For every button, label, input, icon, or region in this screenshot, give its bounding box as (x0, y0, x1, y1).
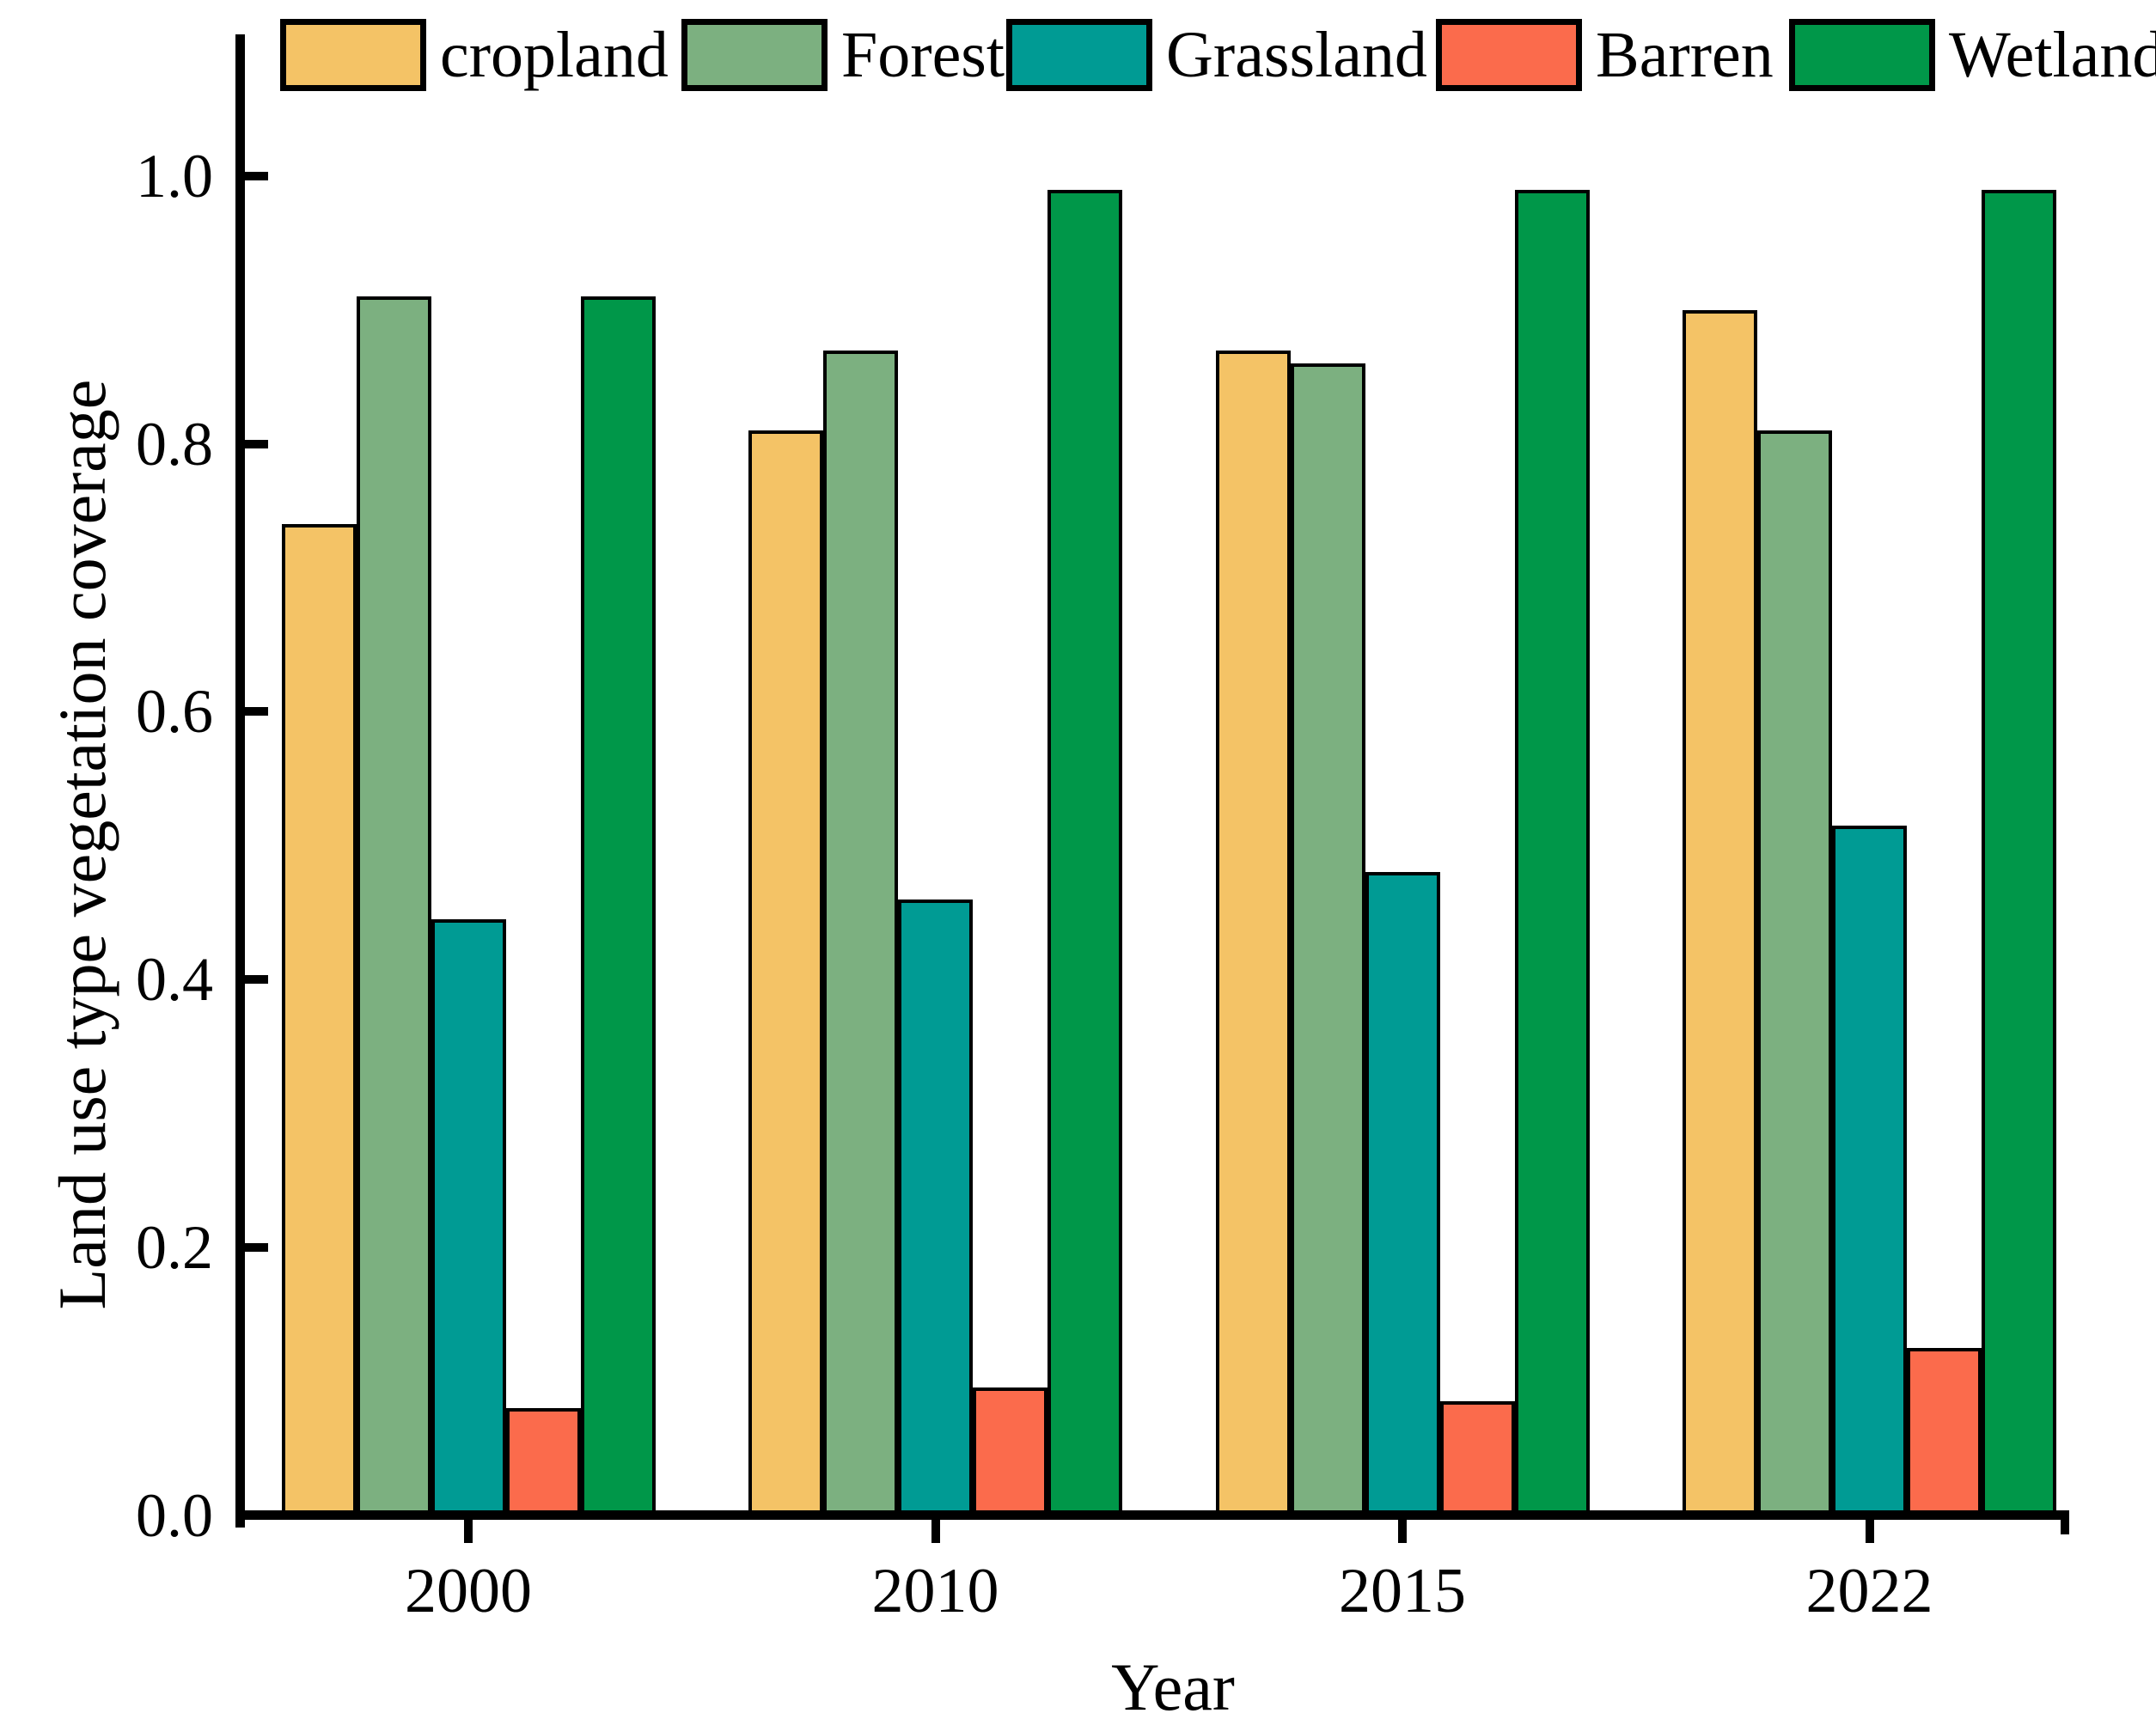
x-tick-label-2015: 2015 (1339, 1556, 1466, 1626)
y-tick-1.0 (245, 172, 268, 180)
bar-grassland-2015 (1365, 872, 1440, 1514)
legend-swatch-cropland (280, 19, 426, 91)
legend-swatch-barren (1436, 19, 1582, 91)
y-tick-0.2 (245, 1242, 268, 1252)
bar-forest-2010 (823, 350, 898, 1514)
y-tick-0.4 (245, 975, 268, 985)
y-axis-title: Land use type vegetation coverage (45, 379, 119, 1310)
y-tick-0.6 (245, 707, 268, 717)
legend-item-barren: Barren (1436, 19, 1774, 91)
x-tick-label-2000: 2000 (405, 1556, 532, 1626)
bar-wetland-2022 (1982, 189, 2056, 1514)
legend-label-cropland: cropland (440, 19, 669, 91)
legend-label-forest: Forest (841, 19, 1005, 91)
legend-label-grassland: Grassland (1166, 19, 1427, 91)
bar-wetland-2000 (580, 296, 656, 1514)
bar-barren-2000 (505, 1407, 581, 1514)
bar-barren-2015 (1439, 1401, 1515, 1514)
x-tick-2015 (1398, 1520, 1407, 1543)
y-tick-label-0.0: 0.0 (136, 1480, 213, 1550)
bar-cropland-2015 (1215, 350, 1291, 1514)
x-tick-2010 (931, 1520, 940, 1543)
bar-forest-2000 (356, 296, 431, 1514)
x-tick-label-2022: 2022 (1805, 1556, 1933, 1626)
bar-grassland-2010 (898, 899, 973, 1514)
y-tick-label-0.4: 0.4 (136, 945, 213, 1015)
y-tick-label-0.6: 0.6 (136, 677, 213, 747)
y-tick-0.0 (245, 1510, 268, 1520)
legend-swatch-forest (681, 19, 828, 91)
bar-cropland-2010 (748, 430, 823, 1514)
y-tick-label-0.2: 0.2 (136, 1212, 213, 1282)
y-tick-label-0.8: 0.8 (136, 409, 213, 479)
y-tick-0.8 (245, 439, 268, 448)
bar-grassland-2022 (1832, 825, 1907, 1514)
bar-barren-2022 (1907, 1347, 1982, 1514)
bar-cropland-2000 (281, 524, 357, 1514)
legend-label-barren: Barren (1596, 19, 1774, 91)
y-tick-label-1.0: 1.0 (136, 142, 213, 210)
bar-barren-2010 (973, 1387, 1047, 1514)
legend-item-grassland: Grassland (1006, 19, 1427, 91)
x-tick-2022 (1865, 1520, 1874, 1543)
legend-item-cropland: cropland (280, 19, 669, 91)
legend-swatch-grassland (1006, 19, 1152, 91)
bar-wetland-2010 (1047, 189, 1122, 1514)
legend-swatch-wetland (1789, 19, 1935, 91)
x-tick-2000 (464, 1520, 473, 1543)
bar-forest-2015 (1290, 363, 1365, 1514)
x-tick-label-2010: 2010 (871, 1556, 999, 1626)
y-axis-spine (235, 34, 245, 1528)
bar-grassland-2000 (431, 919, 506, 1514)
x-axis-spine (235, 1510, 2069, 1520)
legend-item-wetland: Wetland (1789, 19, 2156, 91)
bar-cropland-2022 (1683, 309, 1757, 1514)
x-axis-title: Year (1111, 1650, 1235, 1724)
legend-label-wetland: Wetland (1949, 19, 2156, 91)
bar-forest-2022 (1757, 430, 1832, 1514)
bar-wetland-2015 (1514, 189, 1590, 1514)
legend-item-forest: Forest (681, 19, 1005, 91)
x-axis-end-tick (2061, 1520, 2069, 1534)
